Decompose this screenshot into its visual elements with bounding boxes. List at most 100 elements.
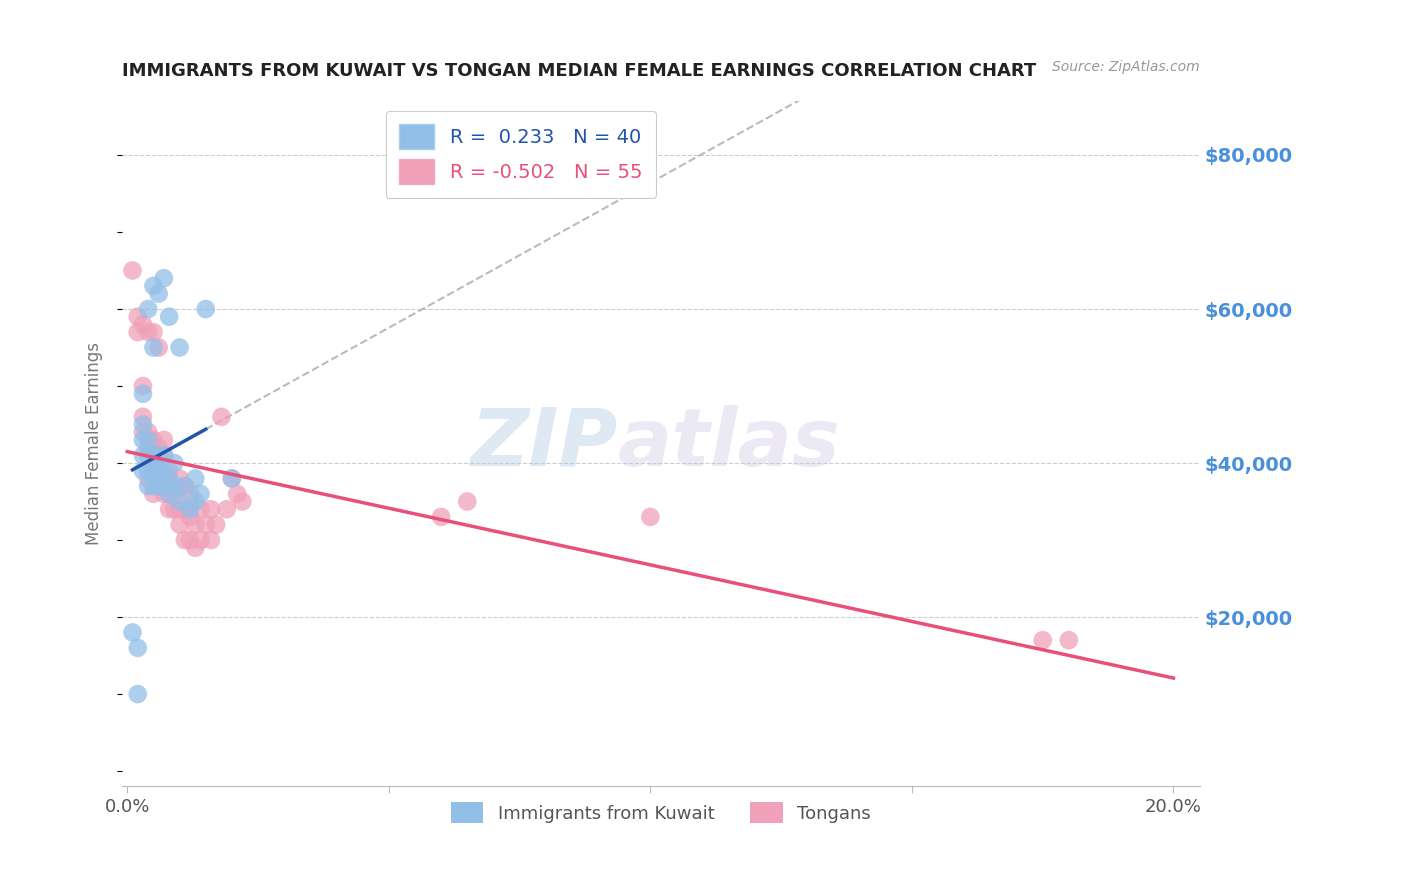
Point <box>190 533 212 547</box>
Point <box>179 510 201 524</box>
Point <box>142 464 165 478</box>
Point <box>215 502 238 516</box>
Point <box>163 456 186 470</box>
Text: IMMIGRANTS FROM KUWAIT VS TONGAN MEDIAN FEMALE EARNINGS CORRELATION CHART: IMMIGRANTS FROM KUWAIT VS TONGAN MEDIAN … <box>122 62 1036 80</box>
Point <box>148 441 170 455</box>
Point <box>136 325 159 339</box>
Point <box>127 640 149 655</box>
Point <box>148 341 170 355</box>
Y-axis label: Median Female Earnings: Median Female Earnings <box>86 343 103 545</box>
Legend: Immigrants from Kuwait, Tongans: Immigrants from Kuwait, Tongans <box>441 793 880 832</box>
Point <box>136 441 159 455</box>
Text: atlas: atlas <box>617 405 841 483</box>
Point <box>136 425 159 440</box>
Point <box>153 471 176 485</box>
Point <box>153 448 176 462</box>
Point <box>456 494 478 508</box>
Point <box>148 286 170 301</box>
Point <box>157 310 180 324</box>
Point <box>148 479 170 493</box>
Text: Source: ZipAtlas.com: Source: ZipAtlas.com <box>1052 60 1199 74</box>
Point <box>127 687 149 701</box>
Point <box>142 325 165 339</box>
Point <box>142 479 165 493</box>
Point <box>169 517 191 532</box>
Point <box>1032 633 1054 648</box>
Point <box>173 479 195 493</box>
Point <box>184 471 207 485</box>
Point <box>205 517 228 532</box>
Text: ZIP: ZIP <box>471 405 617 483</box>
Point <box>163 502 186 516</box>
Point <box>136 448 159 462</box>
Point <box>184 517 207 532</box>
Point <box>153 271 176 285</box>
Point <box>184 541 207 555</box>
Point <box>153 479 176 493</box>
Point <box>169 494 191 508</box>
Point <box>157 487 180 501</box>
Point <box>153 464 176 478</box>
Point <box>221 471 243 485</box>
Point <box>157 471 180 485</box>
Point <box>221 471 243 485</box>
Point <box>194 517 217 532</box>
Point <box>200 533 222 547</box>
Point <box>190 502 212 516</box>
Point <box>163 487 186 501</box>
Point <box>142 341 165 355</box>
Point <box>226 487 249 501</box>
Point <box>132 448 155 462</box>
Point <box>127 310 149 324</box>
Point <box>157 464 180 478</box>
Point <box>169 341 191 355</box>
Point <box>132 409 155 424</box>
Point <box>640 510 662 524</box>
Point <box>142 487 165 501</box>
Point <box>148 448 170 462</box>
Point <box>1057 633 1080 648</box>
Point <box>127 325 149 339</box>
Point <box>132 433 155 447</box>
Point <box>148 479 170 493</box>
Point <box>132 379 155 393</box>
Point <box>430 510 453 524</box>
Point <box>200 502 222 516</box>
Point <box>173 502 195 516</box>
Point <box>209 409 232 424</box>
Point <box>136 301 159 316</box>
Point <box>136 479 159 493</box>
Point <box>136 464 159 478</box>
Point <box>148 464 170 478</box>
Point <box>179 533 201 547</box>
Point <box>142 433 165 447</box>
Point <box>132 425 155 440</box>
Point <box>157 487 180 501</box>
Point <box>184 494 207 508</box>
Point <box>142 456 165 470</box>
Point <box>153 448 176 462</box>
Point <box>190 487 212 501</box>
Point <box>157 502 180 516</box>
Point <box>136 471 159 485</box>
Point <box>136 433 159 447</box>
Point <box>142 279 165 293</box>
Point <box>132 417 155 432</box>
Point <box>153 433 176 447</box>
Point <box>169 502 191 516</box>
Point <box>179 502 201 516</box>
Point <box>142 448 165 462</box>
Point <box>173 533 195 547</box>
Point <box>121 263 143 277</box>
Point <box>169 471 191 485</box>
Point <box>148 456 170 470</box>
Point <box>153 487 176 501</box>
Point <box>179 487 201 501</box>
Point <box>173 479 195 493</box>
Point <box>132 386 155 401</box>
Point <box>194 301 217 316</box>
Point <box>231 494 253 508</box>
Point <box>132 318 155 332</box>
Point <box>132 464 155 478</box>
Point <box>163 479 186 493</box>
